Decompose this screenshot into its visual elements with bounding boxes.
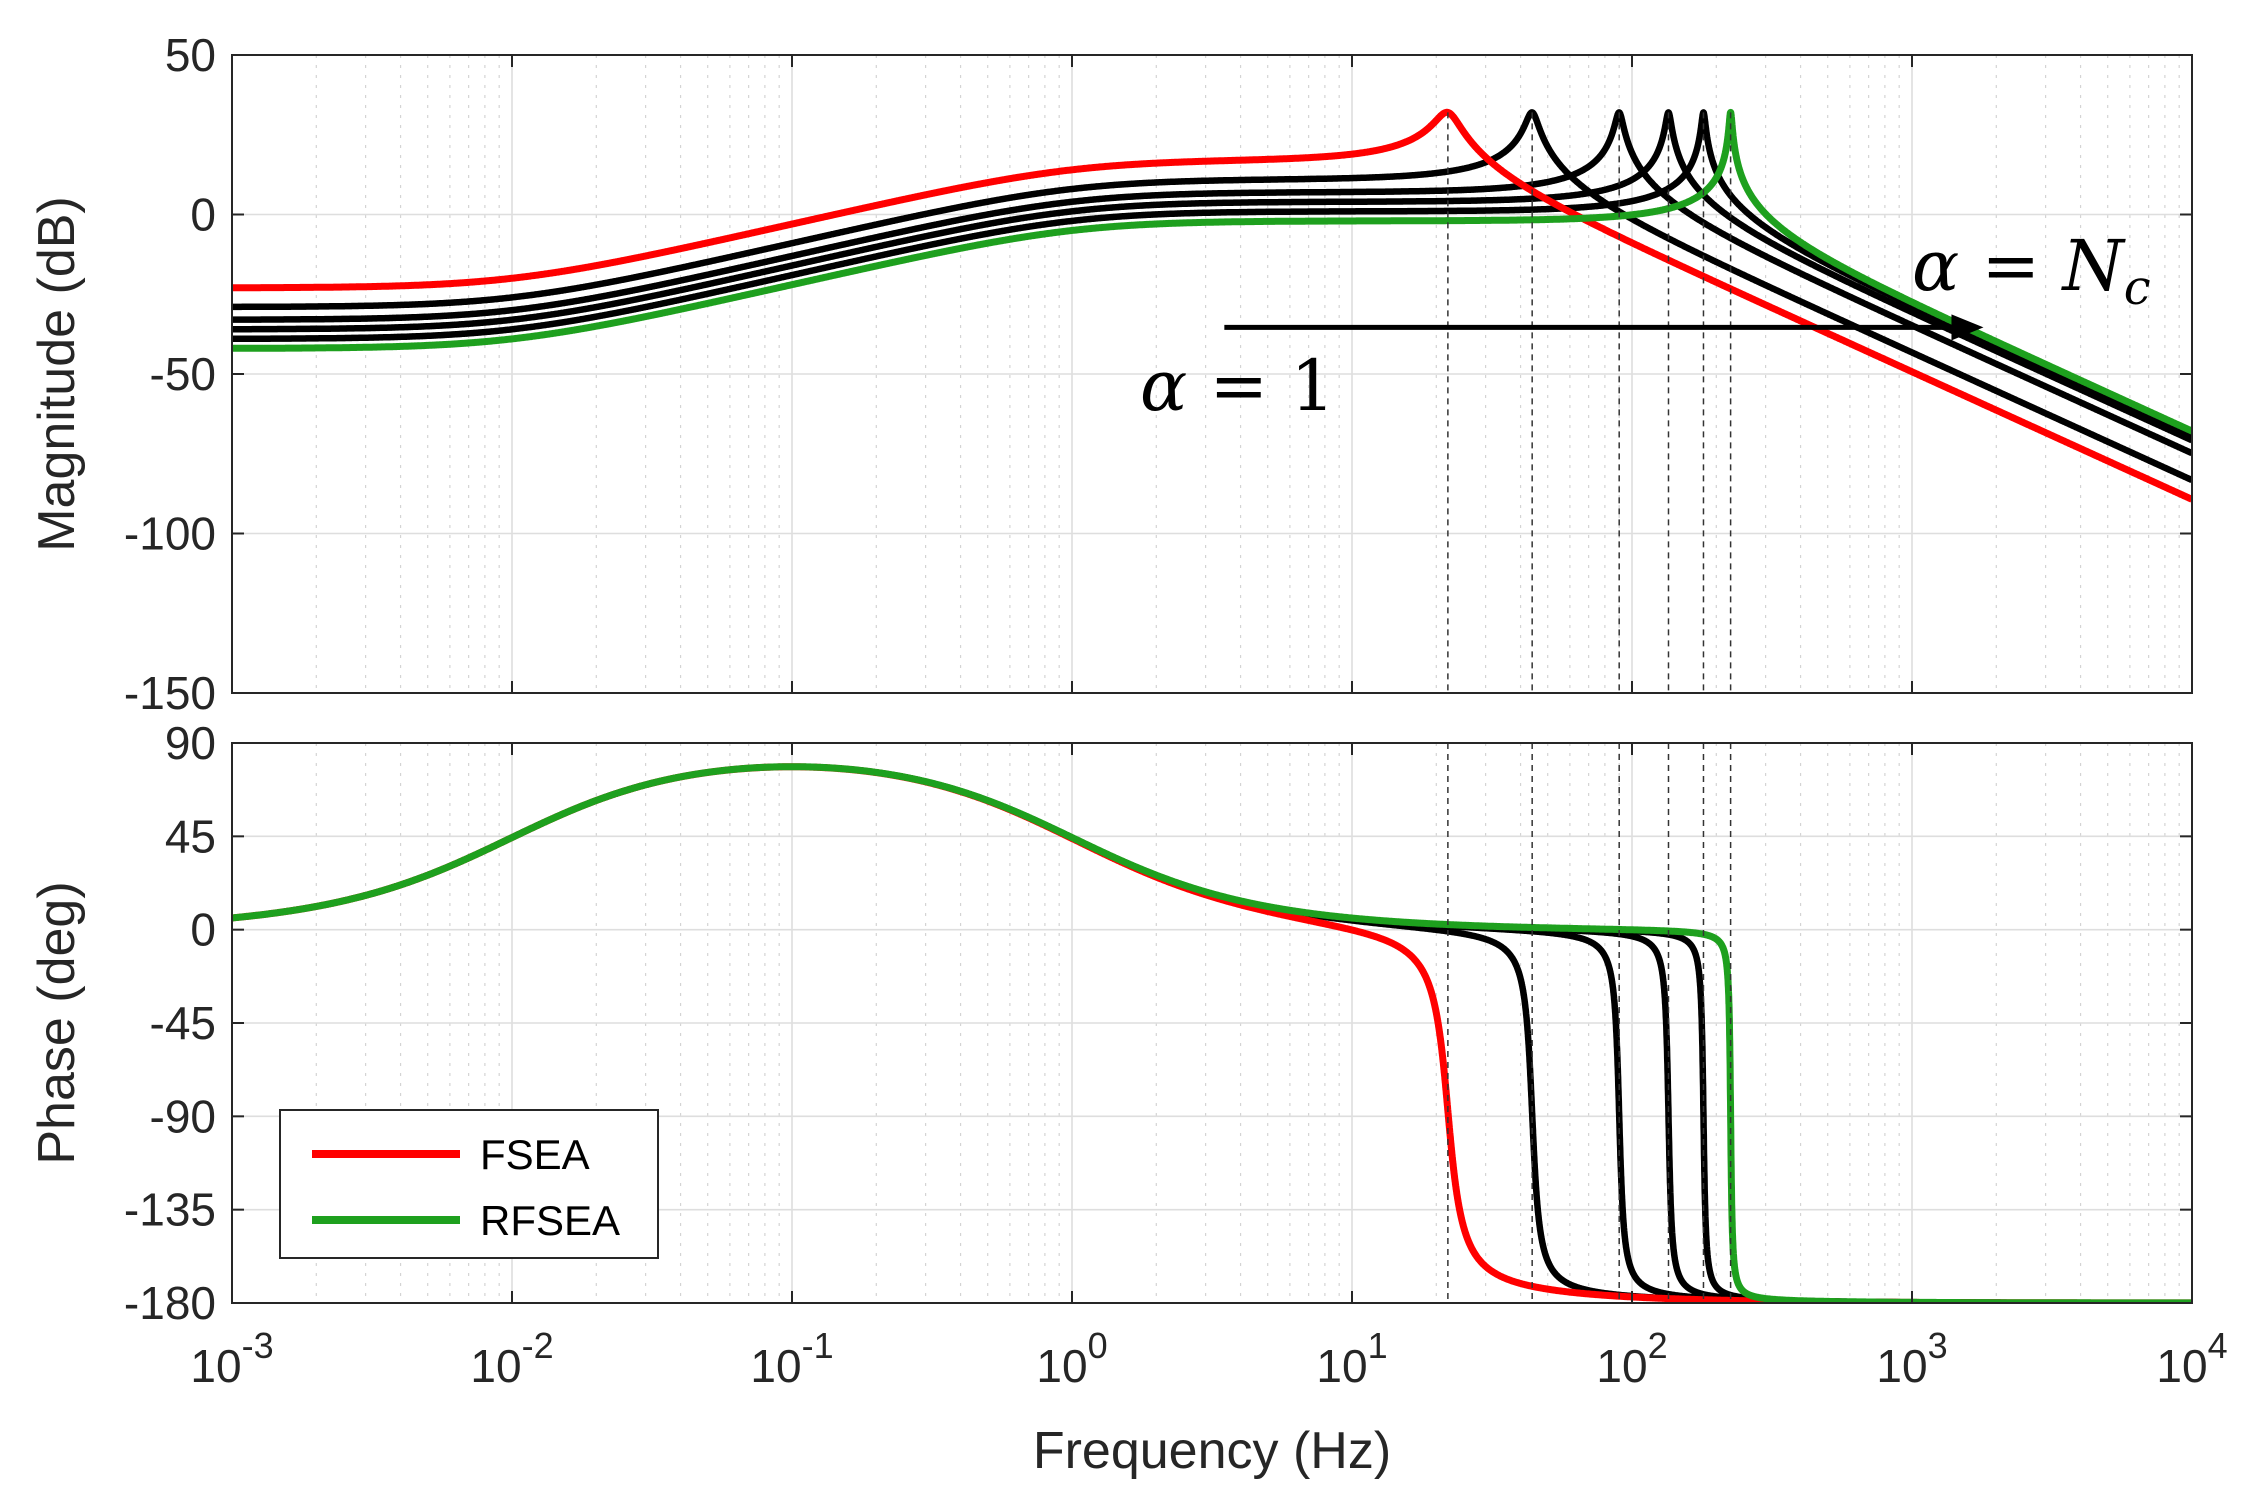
alpha-annotation: α = 1 α = Nc	[1140, 225, 2151, 427]
alpha-end-subscript: c	[2124, 260, 2151, 316]
x-tick-base: 10	[1316, 1340, 1367, 1392]
x-axis-label: Frequency (Hz)	[1033, 1422, 1391, 1480]
magnitude-series-alpha-4	[232, 109, 2192, 444]
x-tick-label: 101	[1316, 1325, 1387, 1392]
magnitude-y-label: Magnitude (dB)	[28, 196, 86, 552]
magnitude-series-rfsea	[232, 108, 2192, 435]
alpha-end-symbol: α	[1912, 225, 1959, 307]
alpha-start-value: 1	[1290, 345, 1335, 427]
phase-y-tick-label: 0	[190, 904, 216, 956]
x-tick-label: 104	[2156, 1325, 2227, 1392]
x-tick-label: 10-2	[470, 1325, 553, 1392]
x-tick-base: 10	[190, 1340, 241, 1392]
legend-box	[279, 1109, 659, 1259]
x-tick-exponent: 1	[1368, 1325, 1388, 1366]
legend-label-rfsea: RFSEA	[480, 1197, 620, 1244]
alpha-end-label: α = Nc	[1912, 225, 2151, 316]
legend-label-fsea: FSEA	[480, 1131, 590, 1178]
magnitude-panel: 50 0 -50 -100 -150 Magnitude (dB) α = 1 α = …	[28, 29, 2193, 719]
magnitude-y-ticks: 50 0 -50 -100 -150	[124, 29, 2192, 719]
x-tick-exponent: -1	[802, 1325, 834, 1366]
magnitude-series-alpha-5	[232, 109, 2192, 437]
magnitude-y-tick-label: -100	[124, 508, 216, 560]
magnitude-y-tick-label: -50	[150, 348, 216, 400]
x-tick-base: 10	[1036, 1340, 1087, 1392]
alpha-arrow-head	[1951, 314, 1984, 341]
x-tick-label: 100	[1036, 1325, 1107, 1392]
x-axis-ticks: 10-3 10-2 10-1 100 101 102 103 104	[190, 55, 2228, 1392]
x-tick-exponent: 0	[1088, 1325, 1108, 1366]
x-tick-base: 10	[1876, 1340, 1927, 1392]
x-tick-exponent: 4	[2208, 1325, 2228, 1366]
x-tick-base: 10	[2156, 1340, 2207, 1392]
phase-y-tick-label: -135	[124, 1184, 216, 1236]
x-tick-exponent: -2	[522, 1325, 554, 1366]
alpha-start-label: α = 1	[1140, 345, 1335, 427]
alpha-end-value: N	[2060, 225, 2126, 307]
x-tick-base: 10	[470, 1340, 521, 1392]
x-tick-label: 10-1	[750, 1325, 833, 1392]
x-tick-exponent: 2	[1648, 1325, 1668, 1366]
phase-y-tick-label: -45	[150, 997, 216, 1049]
magnitude-series-alpha-2	[232, 109, 2192, 484]
phase-panel: 90 45 0 -45 -90 -135 -180 Phase (deg) FSEA RFS…	[28, 717, 2193, 1329]
x-tick-exponent: 3	[1928, 1325, 1948, 1366]
x-tick-label: 103	[1876, 1325, 1947, 1392]
legend: FSEA RFSEA	[279, 1109, 659, 1259]
x-tick-label: 102	[1596, 1325, 1667, 1392]
phase-y-label: Phase (deg)	[28, 881, 86, 1164]
x-tick-label: 10-3	[190, 1325, 273, 1392]
resonance-markers	[1447, 112, 1732, 693]
phase-y-tick-label: 90	[165, 717, 216, 769]
phase-curves	[232, 763, 2192, 1303]
phase-resonance-markers	[1447, 743, 1732, 1303]
alpha-end-eq: =	[1959, 225, 2062, 307]
x-tick-base: 10	[1596, 1340, 1647, 1392]
magnitude-y-tick-label: 0	[190, 189, 216, 241]
phase-y-tick-label: -90	[150, 1090, 216, 1142]
phase-y-ticks: 90 45 0 -45 -90 -135 -180	[124, 717, 2192, 1329]
phase-series-rfsea	[232, 763, 2192, 1303]
phase-y-tick-label: 45	[165, 810, 216, 862]
magnitude-series-alpha-3	[232, 109, 2192, 457]
magnitude-y-tick-label: 50	[165, 29, 216, 81]
x-tick-base: 10	[750, 1340, 801, 1392]
alpha-start-eq: =	[1187, 345, 1290, 427]
phase-y-tick-label: -180	[124, 1277, 216, 1329]
x-tick-exponent: -3	[242, 1325, 274, 1366]
magnitude-y-tick-label: -150	[124, 667, 216, 719]
alpha-start-symbol: α	[1140, 345, 1187, 427]
